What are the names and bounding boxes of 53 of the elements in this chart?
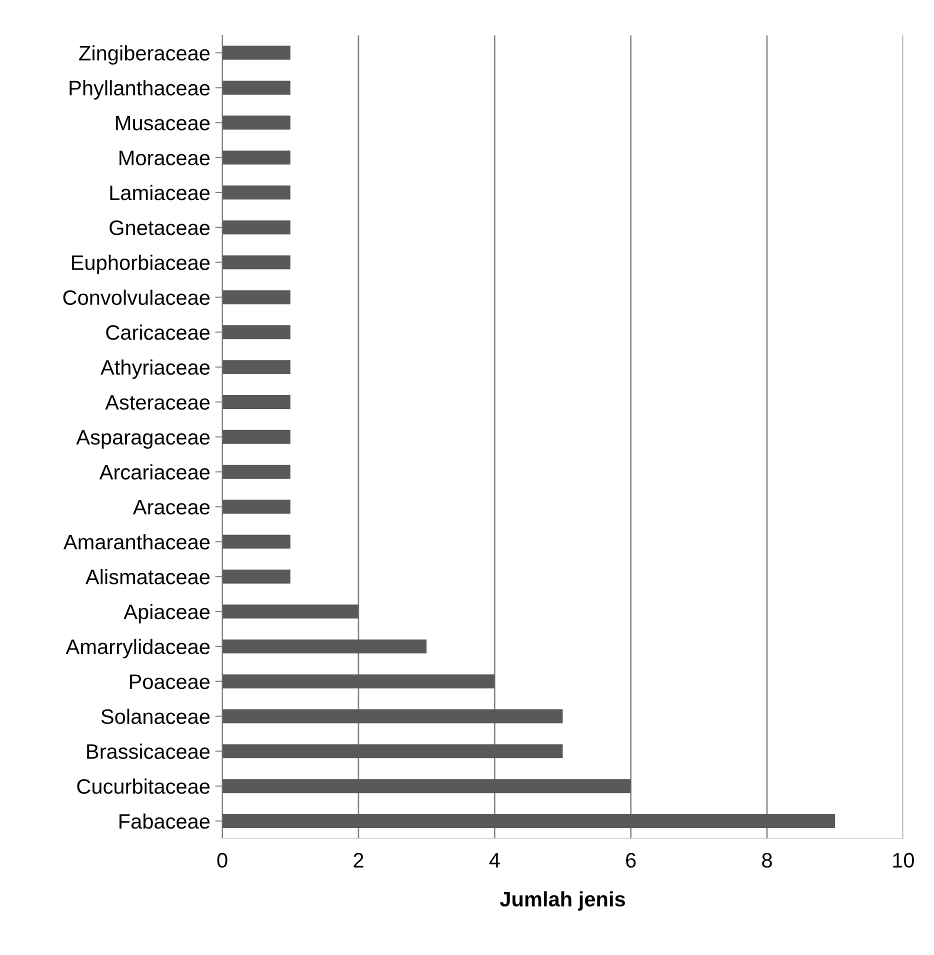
bar [222,220,290,234]
bar [222,290,290,304]
bar [222,500,290,514]
bar [222,639,427,654]
bar [222,464,290,479]
bar [222,709,563,724]
bar [222,80,290,95]
bar [222,430,290,444]
x-tick-label: 0 [217,852,228,868]
y-tick-label: Moraceae [120,150,210,166]
bar [222,534,290,549]
bar [222,604,358,618]
x-tick-label: 8 [762,852,772,868]
y-tick-label: Arcariaceae [99,464,210,480]
y-tick-label: Asteraceae [105,395,210,410]
y-tick-label: Gnetaceae [110,220,210,236]
y-tick-label: Convolvulaceae [63,290,210,305]
y-tick-label: Araceae [132,500,210,515]
bar [222,779,631,794]
bar [222,185,290,200]
x-tick-label: 4 [489,853,500,868]
bar [222,674,495,688]
bar [222,255,290,270]
x-axis-title: Jumlah jenis [500,891,625,911]
x-tick-label: 6 [626,852,636,868]
y-tick-label: Brassicaceae [87,744,210,759]
y-tick-label: Amarrylidaceae [66,638,210,658]
y-tick-label: Athyriaceae [100,360,210,379]
bar [222,814,836,828]
bar [222,395,290,409]
y-tick-label: Alismataceae [85,569,210,584]
bar [222,116,290,130]
bar [222,570,290,584]
y-tick-label: Euphorbiaceae [72,254,210,274]
bar [222,325,290,340]
bar [222,744,563,758]
y-tick-label: Apiaceae [124,604,210,624]
x-tick-label: 2 [354,852,364,868]
y-tick-label: Poaceae [130,674,210,690]
y-tick-label: Zingiberaceae [79,45,210,65]
y-tick-label: Cucurbitaceae [77,778,210,794]
x-tick-label: 10 [893,852,914,868]
y-tick-label: Fabaceae [120,813,210,829]
y-tick-label: Lamiaceae [110,184,210,200]
y-tick-label: Asparagaceae [76,430,210,449]
bar [222,360,290,374]
bar [222,150,290,165]
y-tick-label: Phyllanthaceae [70,80,210,100]
y-tick-label: Amaranthaceae [63,534,210,550]
y-tick-label: Caricaceae [106,324,210,340]
bar [222,46,290,60]
y-tick-label: Musaceae [116,116,210,130]
y-tick-label: Solanaceae [101,708,210,724]
